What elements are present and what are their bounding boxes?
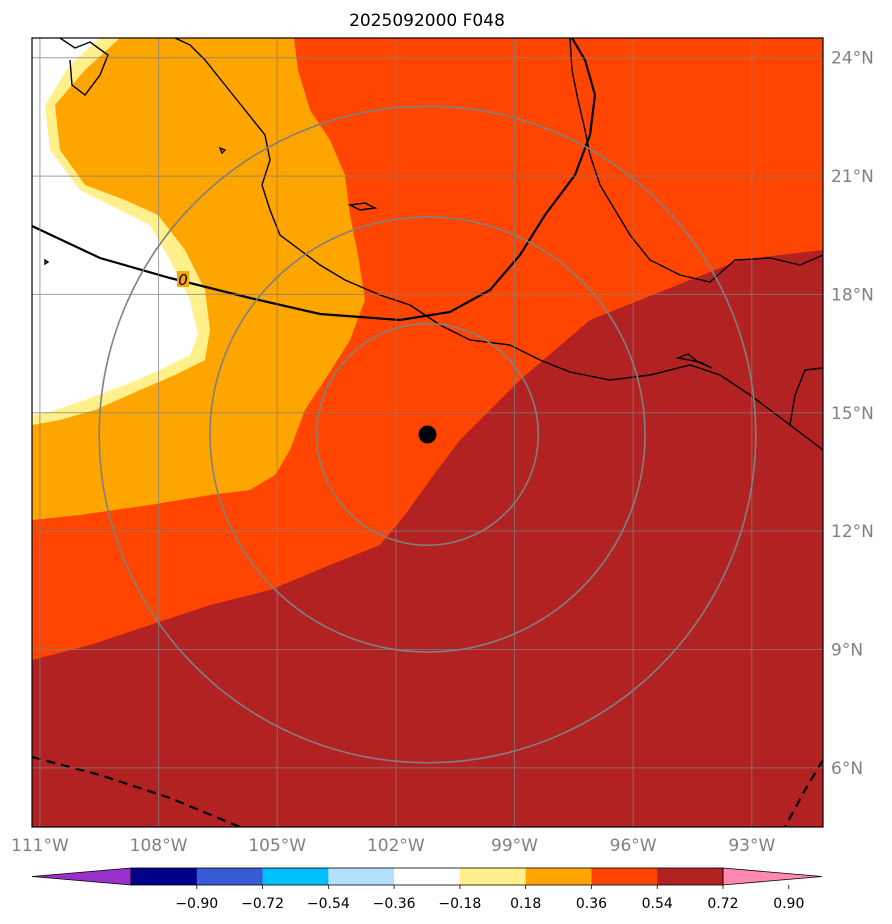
map-frame	[31, 37, 824, 828]
lat-tick-label-0: 24°N	[831, 49, 874, 69]
map-title: 2025092000 F048	[349, 11, 505, 31]
colorbar-segment-0	[131, 868, 198, 885]
colorbar-extend-low	[31, 867, 132, 886]
range-ring-1	[209, 216, 646, 653]
colorbar-tick-label-6: 0.36	[576, 896, 607, 912]
range-ring-2	[98, 105, 757, 764]
colorbar-tick-label-1: −0.72	[241, 896, 284, 912]
colorbar-segment-6	[525, 868, 592, 885]
lat-tick-label-6: 6°N	[831, 759, 863, 779]
gridlines	[32, 38, 823, 827]
lon-tick-label-6: 93°W	[728, 836, 775, 856]
latitude-tick-labels: 24°N 21°N 18°N 15°N 12°N 9°N 6°N	[831, 49, 874, 779]
negative-contour	[32, 755, 823, 827]
contour-label: 0	[178, 271, 188, 289]
colorbar-tick-label-3: −0.36	[373, 896, 416, 912]
colorbar-tick-label-8: 0.72	[707, 896, 738, 912]
colorbar-tick-label-4: −0.18	[438, 896, 481, 912]
colorbar-tick-label-5: 0.18	[510, 896, 541, 912]
lon-tick-label-3: 102°W	[367, 836, 425, 856]
lon-tick-label-0: 111°W	[11, 836, 69, 856]
lat-tick-label-4: 12°N	[831, 522, 874, 542]
field-darkred-region	[32, 250, 823, 827]
lon-tick-label-1: 108°W	[130, 836, 188, 856]
contour-label-bg	[177, 271, 189, 287]
colorbar-extend-high	[722, 867, 823, 886]
range-ring-0	[315, 322, 540, 547]
colorbar-tick-label-2: −0.54	[307, 896, 350, 912]
lat-tick-label-5: 9°N	[831, 640, 863, 660]
storm-center-marker	[418, 425, 437, 444]
lon-tick-label-5: 96°W	[610, 836, 657, 856]
colorbar-tick-label-9: 0.90	[773, 896, 804, 912]
lon-tick-label-2: 105°W	[248, 836, 306, 856]
lat-tick-label-2: 18°N	[831, 285, 874, 305]
colorbar-segment-1	[196, 868, 264, 885]
coastlines	[44, 38, 823, 451]
colorbar-tick-label-0: −0.90	[175, 896, 218, 912]
colorbar-tick-label-7: 0.54	[642, 896, 673, 912]
range-rings	[98, 105, 757, 764]
zero-contour	[32, 38, 597, 322]
colorbar: −0.90 −0.72 −0.54 −0.36 −0.18 0.18 0.36 0.54 0.7…	[31, 867, 823, 912]
colorbar-segment-7	[591, 868, 658, 885]
colorbar-frame	[130, 867, 724, 886]
lat-tick-label-1: 21°N	[831, 167, 874, 187]
colorbar-segment-4	[394, 868, 461, 885]
lat-tick-label-3: 15°N	[831, 404, 874, 424]
colorbar-segment-3	[328, 868, 395, 885]
map-panel	[32, 38, 823, 827]
colorbar-segment-8	[657, 868, 724, 885]
longitude-tick-labels: 111°W 108°W 105°W 102°W 99°W 96°W 93°W	[11, 836, 775, 856]
colorbar-segment-2	[262, 868, 329, 885]
colorbar-segment-5	[459, 868, 527, 885]
field-white-region	[32, 38, 198, 415]
lon-tick-label-4: 99°W	[491, 836, 538, 856]
